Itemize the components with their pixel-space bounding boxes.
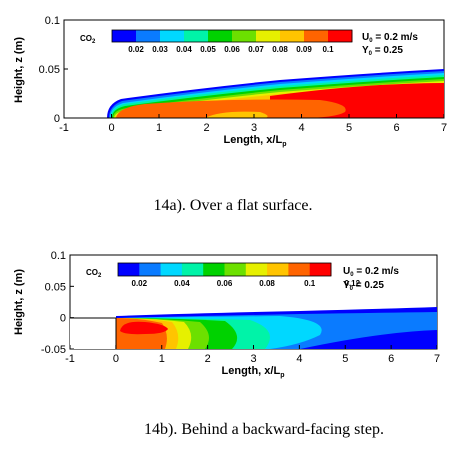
- x-tick-label: 1: [159, 353, 165, 365]
- x-tick-label: 2: [205, 353, 211, 365]
- x-tick-label: 3: [250, 353, 256, 365]
- step-outline: [70, 317, 117, 349]
- x-tick-label: 2: [203, 122, 209, 134]
- y-axis-title-b: Height, z (m): [13, 269, 25, 335]
- x-tick-label: 7: [441, 122, 447, 134]
- contour-field-b: [116, 307, 437, 349]
- x-axis-title-b: Length, x/Lp: [222, 365, 285, 379]
- x-tick-label: 0: [113, 353, 119, 365]
- contour-field-a: [107, 69, 444, 118]
- colorbar-label: 0.04: [176, 45, 192, 54]
- x-tick-label: 1: [156, 122, 162, 134]
- x-tick-label: 4: [296, 353, 302, 365]
- condition-velocity-a: U0 = 0.2 m/s: [362, 32, 418, 44]
- colorbar-labels-b: 0.02 0.04 0.06 0.08 0.1 0.12: [132, 279, 361, 288]
- y-ticks-b: -0.05 0 0.05 0.1: [41, 250, 74, 356]
- legend-b: CO2 0.02 0.04 0.06 0.08 0.1 0.12 U0 = 0.2 m/s…: [86, 262, 399, 292]
- panel-b: -1 0 1 2 3 4 5 6 7 -0.05 0 0.05 0.1 Height, z (m) L…: [13, 250, 440, 438]
- condition-fraction-a: Y0 = 0.25: [362, 45, 403, 57]
- colorbar-label: 0.06: [224, 45, 240, 54]
- colorbar-swatch: [118, 263, 140, 276]
- x-ticks-a: -1 0 1 2 3 4 5 6 7: [59, 114, 447, 134]
- colorbar-swatch: [245, 263, 268, 276]
- colorbar-swatch: [136, 30, 161, 42]
- colorbar-swatch: [232, 30, 257, 42]
- y-tick-label: 0: [60, 313, 66, 325]
- colorbar-swatch: [208, 30, 233, 42]
- y-tick-label: -0.05: [41, 344, 66, 356]
- colorbar-swatch: [304, 30, 329, 42]
- caption-a: 14a). Over a flat surface.: [153, 197, 312, 214]
- y-tick-label: 0.05: [45, 281, 66, 293]
- legend-a: CO2 0.02 0.03 0.04 0.05 0.06 0.07 0.08 0.09 0.1 …: [80, 29, 418, 57]
- x-axis-title-a: Length, x/Lp: [224, 134, 287, 148]
- x-tick-label: 3: [251, 122, 257, 134]
- y-ticks-a: 0 0.05 0.1: [39, 15, 68, 125]
- condition-velocity-b: U0 = 0.2 m/s: [343, 266, 399, 278]
- x-ticks-b: -1 0 1 2 3 4 5 6 7: [65, 345, 440, 365]
- colorbar-border: [111, 29, 353, 43]
- y-tick-label: 0: [54, 113, 60, 125]
- legend-title-a: CO2: [80, 34, 96, 45]
- colorbar-label: 0.02: [132, 279, 148, 288]
- colorbar-swatch: [224, 263, 247, 276]
- colorbar-label: 0.08: [259, 279, 275, 288]
- x-tick-label: 6: [388, 353, 394, 365]
- colorbar-labels-a: 0.02 0.03 0.04 0.05 0.06 0.07 0.08 0.09 0.1: [128, 45, 334, 54]
- x-tick-label: 0: [108, 122, 114, 134]
- caption-b: 14b). Behind a backward-facing step.: [144, 421, 384, 438]
- colorbar-swatch: [267, 263, 289, 276]
- colorbar-label: 0.1: [322, 45, 334, 54]
- colorbar-label: 0.08: [272, 45, 288, 54]
- y-tick-label: 0.1: [45, 15, 60, 27]
- band-b-10: [120, 321, 168, 335]
- colorbar-swatch: [112, 30, 137, 42]
- y-tick-label: 0.1: [51, 250, 66, 262]
- colorbar-swatch: [139, 263, 162, 276]
- condition-fraction-b: Y0 = 0.25: [343, 280, 384, 292]
- colorbar-swatch: [184, 30, 209, 42]
- legend-title-b: CO2: [86, 268, 102, 279]
- colorbar-b: [117, 262, 332, 277]
- colorbar-swatch: [160, 30, 185, 42]
- x-tick-label: 4: [298, 122, 304, 134]
- colorbar-border: [117, 262, 332, 277]
- colorbar-label: 0.09: [296, 45, 312, 54]
- colorbar-a: [111, 29, 353, 43]
- colorbar-label: 0.05: [200, 45, 216, 54]
- colorbar-label: 0.02: [128, 45, 144, 54]
- colorbar-label: 0.03: [152, 45, 168, 54]
- colorbar-label: 0.07: [248, 45, 264, 54]
- colorbar-label: 0.1: [304, 279, 316, 288]
- x-tick-label: 6: [393, 122, 399, 134]
- colorbar-swatch: [328, 30, 353, 42]
- colorbar-label: 0.04: [174, 279, 190, 288]
- x-tick-label: -1: [59, 122, 69, 134]
- y-tick-label: 0.05: [39, 64, 60, 76]
- colorbar-label: 0.12: [345, 279, 361, 288]
- x-tick-label: -1: [65, 353, 75, 365]
- colorbar-label: 0.06: [217, 279, 233, 288]
- x-tick-label: 7: [434, 353, 440, 365]
- y-axis-title-a: Height, z (m): [13, 37, 25, 103]
- colorbar-swatch: [256, 30, 281, 42]
- colorbar-swatch: [280, 30, 305, 42]
- band-a-10: [116, 99, 346, 118]
- x-tick-label: 5: [342, 353, 348, 365]
- panel-a: -1 0 1 2 3 4 5 6 7 00.050.1 Height, z (m) Length…: [13, 15, 447, 214]
- colorbar-swatch: [203, 263, 225, 276]
- x-tick-label: 5: [346, 122, 352, 134]
- colorbar-swatch: [288, 263, 311, 276]
- band-a-11: [205, 111, 268, 118]
- colorbar-swatch: [160, 263, 183, 276]
- step-block: [70, 318, 116, 349]
- colorbar-swatch: [181, 263, 204, 276]
- colorbar-swatch: [309, 263, 332, 276]
